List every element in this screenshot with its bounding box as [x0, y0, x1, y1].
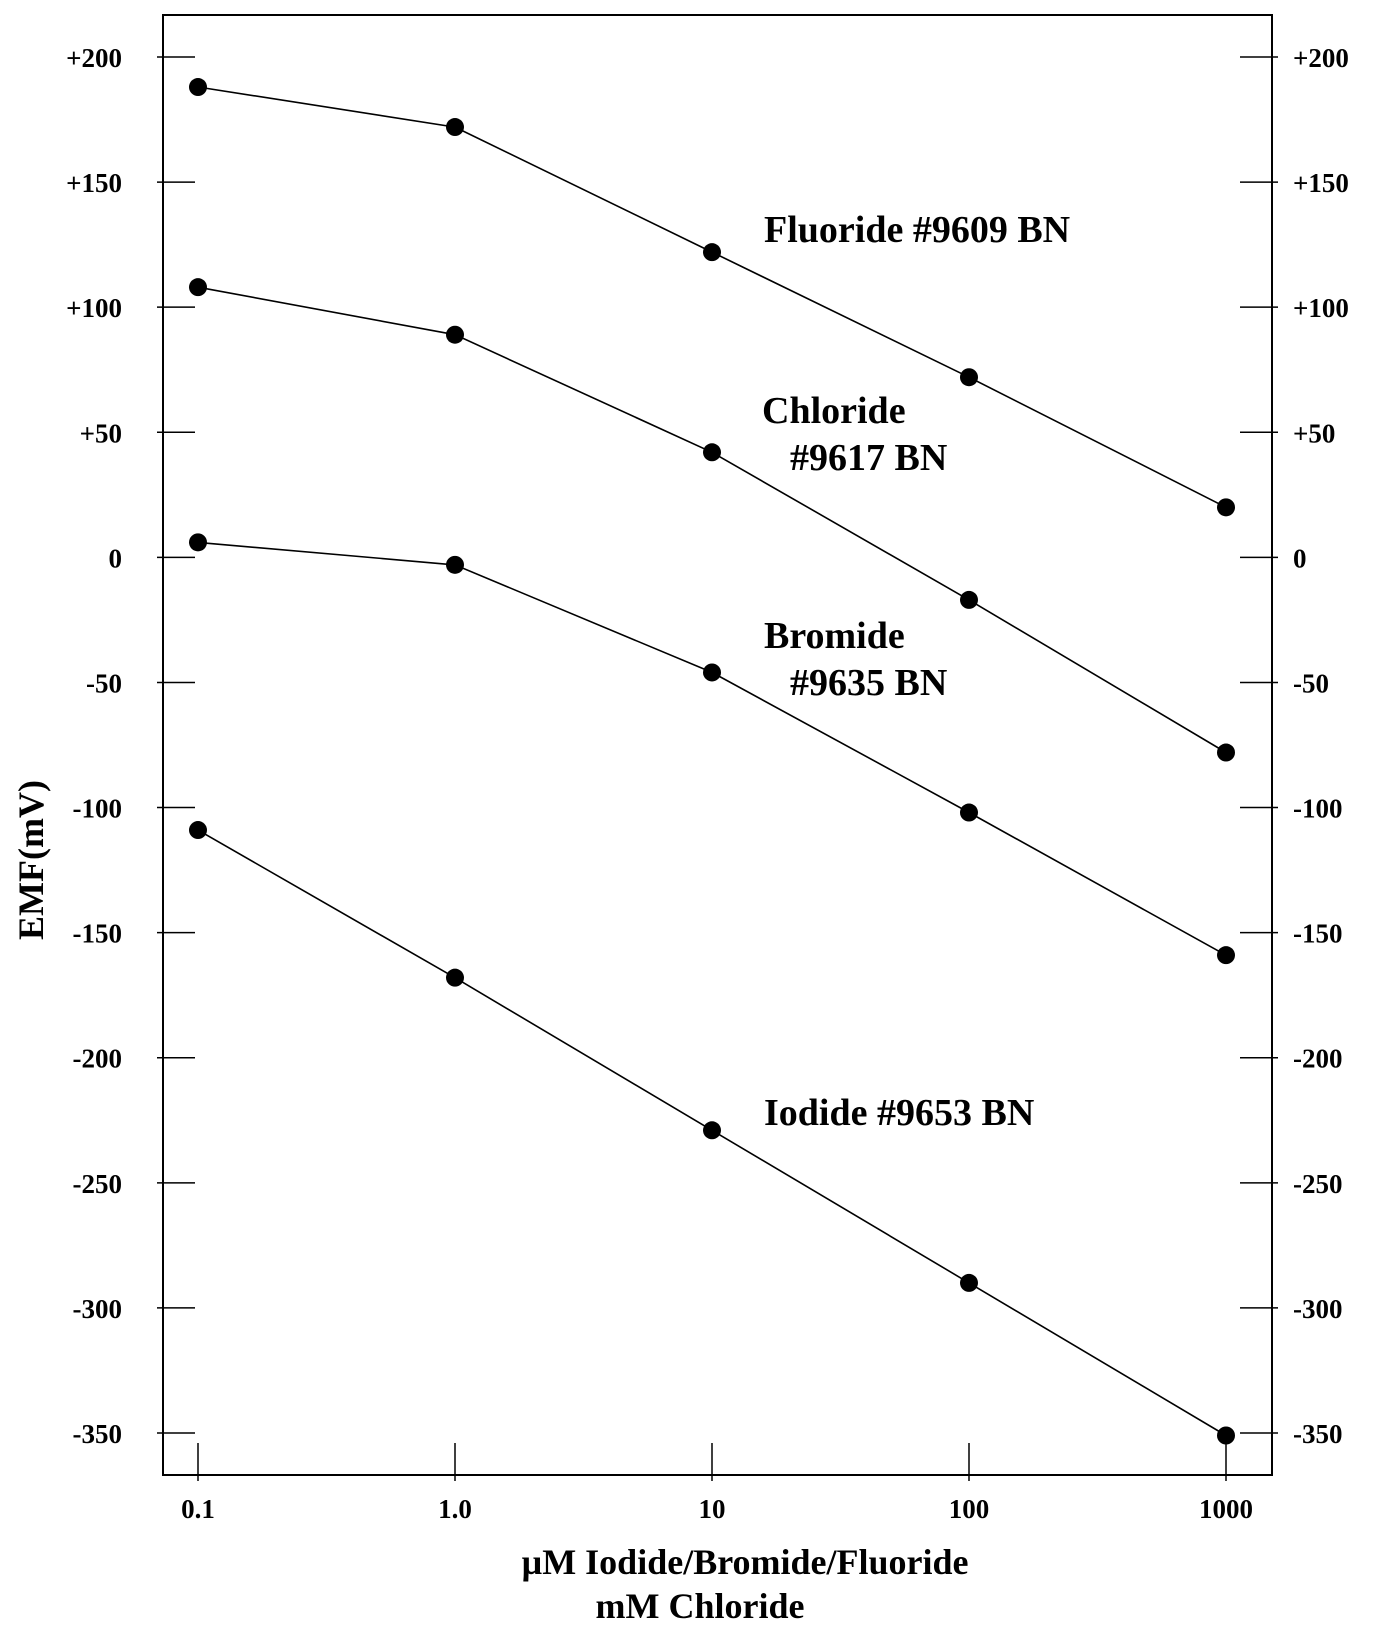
y-tick-label-right: +50: [1293, 418, 1335, 448]
y-tick-label-left: -300: [73, 1294, 123, 1324]
y-tick-label-left: -100: [73, 794, 123, 824]
y-tick-label-left: +50: [80, 418, 122, 448]
y-tick-label-right: +150: [1293, 168, 1349, 198]
x-tick-label: 1000: [1199, 1494, 1253, 1524]
series-label: Fluoride #9609 BN: [764, 209, 1070, 251]
y-tick-label-left: +100: [66, 293, 122, 323]
x-tick-label: 10: [699, 1494, 726, 1524]
data-point: [1217, 743, 1235, 762]
series-line: [197, 541, 1227, 956]
series-labels: Fluoride #9609 BN Chloride #9617 BN Bromide…: [762, 209, 1070, 1134]
data-point: [703, 443, 721, 462]
series: [189, 821, 1235, 1445]
x-tick-label: 0.1: [181, 1494, 215, 1524]
y-tick-label-left: -350: [73, 1419, 123, 1449]
data-point: [703, 663, 721, 682]
y-tick-label-right: -100: [1293, 794, 1343, 824]
plot-frame: [162, 14, 1273, 1476]
y-tick-label-right: +200: [1293, 43, 1349, 73]
data-point: [960, 1273, 978, 1292]
y-tick-label-right: +100: [1293, 293, 1349, 323]
y-axis-ticks: +200 +200 +150 +150 +100 +100 +50 +50 0 0 -50 -50 -1…: [66, 43, 1349, 1449]
y-tick-label-left: -150: [73, 919, 123, 949]
data-point: [446, 968, 464, 987]
x-tick-label: 100: [949, 1494, 990, 1524]
y-tick-label-left: +150: [66, 168, 122, 198]
data-point: [1217, 498, 1235, 517]
data-point: [703, 243, 721, 262]
y-tick-label-right: -250: [1293, 1169, 1343, 1199]
y-axis-title: EMF(mV): [11, 780, 51, 940]
series-label: Chloride: [762, 390, 906, 432]
y-tick-label-right: -300: [1293, 1294, 1343, 1324]
data-point: [446, 555, 464, 574]
data-point: [703, 1121, 721, 1140]
series-line: [197, 286, 1227, 754]
series-label: #9617 BN: [790, 437, 947, 479]
y-tick-label-left: -50: [86, 668, 122, 698]
data-point: [189, 821, 207, 840]
series: [189, 78, 1235, 517]
series-label: Iodide #9653 BN: [764, 1092, 1034, 1134]
data-point: [960, 368, 978, 387]
y-tick-label-right: -350: [1293, 1419, 1343, 1449]
series: [189, 533, 1235, 965]
y-tick-label-left: -200: [73, 1044, 123, 1074]
data-point: [189, 278, 207, 297]
x-axis-title-line1: µM Iodide/Bromide/Fluoride: [521, 1542, 968, 1582]
y-tick-label-right: -150: [1293, 919, 1343, 949]
y-tick-label-left: -250: [73, 1169, 123, 1199]
y-tick-label-left: +200: [66, 43, 122, 73]
data-point: [446, 118, 464, 137]
data-point: [189, 78, 207, 97]
data-point: [960, 590, 978, 609]
series-layer: [189, 78, 1235, 1445]
y-tick-label-left: 0: [109, 543, 123, 573]
y-tick-label-right: -50: [1293, 668, 1329, 698]
series-label: #9635 BN: [790, 662, 947, 704]
plot-border: [162, 14, 1273, 1476]
data-point: [960, 803, 978, 822]
data-point: [1217, 1426, 1235, 1445]
series: [189, 278, 1235, 762]
x-axis-ticks: 0.1 1.0 10 100 1000: [181, 1443, 1253, 1524]
data-point: [1217, 946, 1235, 965]
x-tick-label: 1.0: [438, 1494, 472, 1524]
data-point: [446, 325, 464, 344]
y-tick-label-right: -200: [1293, 1044, 1343, 1074]
data-point: [189, 533, 207, 552]
series-label: Bromide: [764, 615, 905, 657]
y-tick-label-right: 0: [1293, 543, 1307, 573]
x-axis-title-line2: mM Chloride: [596, 1586, 805, 1626]
